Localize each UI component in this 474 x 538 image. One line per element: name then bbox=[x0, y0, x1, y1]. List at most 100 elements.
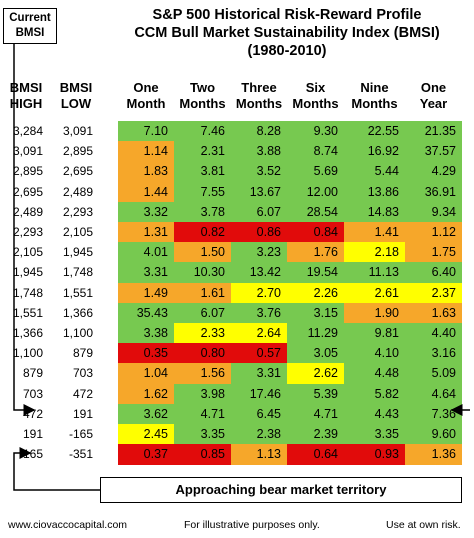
row-low-value: 1,366 bbox=[62, 305, 93, 320]
row-low-value: 1,551 bbox=[62, 285, 93, 300]
data-cell: 1.50 bbox=[174, 242, 231, 263]
row-low-value: 1,945 bbox=[62, 245, 93, 260]
data-cell: 14.83 bbox=[344, 201, 405, 223]
data-cell: 35.43 bbox=[118, 302, 174, 324]
data-cell: 3.35 bbox=[344, 424, 405, 445]
chart-title: S&P 500 Historical Risk-Reward Profile C… bbox=[100, 6, 474, 60]
row-high-value: 2,695 bbox=[12, 184, 43, 199]
data-cell: 2.31 bbox=[174, 141, 231, 162]
bear-territory-arrow bbox=[13, 447, 100, 491]
column-header-line-1: Six bbox=[305, 80, 326, 95]
data-cell: 1.12 bbox=[405, 222, 462, 243]
column-header-line-1: One bbox=[133, 80, 159, 95]
data-cell: 2.39 bbox=[287, 424, 344, 445]
data-cell: 1.63 bbox=[405, 302, 462, 324]
row-high-value: 3,091 bbox=[12, 144, 43, 159]
current-bmsi-arrow bbox=[13, 44, 36, 416]
data-cell: 5.69 bbox=[287, 161, 344, 183]
current-label-line-1: Current bbox=[9, 12, 51, 24]
data-cell: 3.52 bbox=[231, 161, 287, 183]
data-cell: 3.15 bbox=[287, 302, 344, 324]
data-cell: 3.62 bbox=[118, 403, 174, 425]
row-high-value: 2,293 bbox=[12, 225, 43, 239]
data-cell: 0.35 bbox=[118, 343, 174, 364]
data-cell: 1.76 bbox=[287, 242, 344, 263]
data-cell: 12.00 bbox=[287, 181, 344, 203]
row-high-value: 1,551 bbox=[12, 305, 43, 320]
row-low-value: 2,105 bbox=[62, 225, 93, 239]
data-cell: 3.98 bbox=[174, 383, 231, 405]
data-cell: 0.93 bbox=[344, 444, 405, 465]
data-cell: 13.42 bbox=[231, 262, 287, 284]
data-cell: 1.13 bbox=[231, 444, 287, 465]
data-cell: 5.39 bbox=[287, 383, 344, 405]
column-header-line-1: One bbox=[420, 80, 447, 95]
column-header: Nine Months bbox=[344, 80, 405, 112]
data-cell: 2.38 bbox=[231, 424, 287, 445]
data-cell: 8.74 bbox=[287, 141, 344, 162]
data-cell: 1.61 bbox=[174, 282, 231, 304]
row-low-value: 3,091 bbox=[62, 124, 93, 138]
data-cell: 4.10 bbox=[344, 343, 405, 364]
data-cell: 0.37 bbox=[118, 444, 174, 465]
header-line-2: LOW bbox=[60, 96, 92, 111]
current-label-line-2: BMSI bbox=[15, 27, 45, 39]
data-cell: 5.09 bbox=[405, 363, 462, 385]
data-cell: 11.29 bbox=[287, 323, 344, 344]
data-cell: 9.34 bbox=[405, 201, 462, 223]
data-cell: 6.45 bbox=[231, 403, 287, 425]
column-header: Three Months bbox=[231, 80, 287, 112]
row-high-value: 191 bbox=[22, 427, 43, 441]
row-low-value: 1,748 bbox=[62, 265, 93, 280]
row-low-value: 2,695 bbox=[62, 164, 93, 179]
data-cell: 21.35 bbox=[405, 121, 462, 142]
bmsi-high-header: BMSI HIGH bbox=[6, 80, 46, 112]
footer-website: www.ciovaccocapital.com bbox=[8, 519, 128, 531]
data-cell: 4.01 bbox=[118, 242, 174, 263]
data-cell: 1.44 bbox=[118, 181, 174, 203]
data-cell: 2.26 bbox=[287, 282, 344, 304]
data-cell: 4.64 bbox=[405, 383, 462, 405]
column-header-line-1: Three bbox=[241, 80, 277, 95]
data-cell: 0.82 bbox=[174, 222, 231, 243]
data-cell: 2.61 bbox=[344, 282, 405, 304]
data-cell: 1.56 bbox=[174, 363, 231, 385]
data-cell: 9.81 bbox=[344, 323, 405, 344]
column-header-line-1: Nine bbox=[360, 80, 389, 95]
data-cell: 4.71 bbox=[287, 403, 344, 425]
header-line-1: BMSI bbox=[9, 80, 43, 95]
data-cell: 4.43 bbox=[344, 403, 405, 425]
data-cell: 2.70 bbox=[231, 282, 287, 304]
data-cell: 6.07 bbox=[174, 302, 231, 324]
data-cell: 4.29 bbox=[405, 161, 462, 183]
row-high-value: 1,748 bbox=[12, 285, 43, 300]
data-cell: 3.88 bbox=[231, 141, 287, 162]
column-header-line-2: Months bbox=[179, 96, 226, 111]
data-cell: 4.71 bbox=[174, 403, 231, 425]
data-cell: 3.78 bbox=[174, 201, 231, 223]
data-cell: 0.57 bbox=[231, 343, 287, 364]
data-cell: 3.05 bbox=[287, 343, 344, 364]
data-cell: 4.48 bbox=[344, 363, 405, 385]
data-cell: 17.46 bbox=[231, 383, 287, 405]
column-header: One Year bbox=[405, 80, 462, 112]
header-line-1: BMSI bbox=[59, 80, 93, 95]
title-line-1: S&P 500 Historical Risk-Reward Profile bbox=[152, 7, 422, 23]
column-header-line-2: Month bbox=[126, 96, 166, 111]
data-cell: 37.57 bbox=[405, 141, 462, 162]
data-cell: 3.81 bbox=[174, 161, 231, 183]
footer-risk: Use at own risk. bbox=[386, 519, 461, 531]
data-cell: 0.86 bbox=[231, 222, 287, 243]
row-high-value: 879 bbox=[22, 366, 43, 381]
data-cell: 6.40 bbox=[405, 262, 462, 284]
column-header-line-2: Year bbox=[419, 96, 448, 111]
data-cell: 7.10 bbox=[118, 121, 174, 142]
bmsi-low-header: BMSI LOW bbox=[56, 80, 96, 112]
data-cell: 7.36 bbox=[405, 403, 462, 425]
data-cell: 2.45 bbox=[118, 424, 174, 445]
bear-market-label: Approaching bear market territory bbox=[100, 477, 462, 503]
data-cell: 1.90 bbox=[344, 302, 405, 324]
data-cell: 2.37 bbox=[405, 282, 462, 304]
data-cell: 19.54 bbox=[287, 262, 344, 284]
data-cell: 4.40 bbox=[405, 323, 462, 344]
